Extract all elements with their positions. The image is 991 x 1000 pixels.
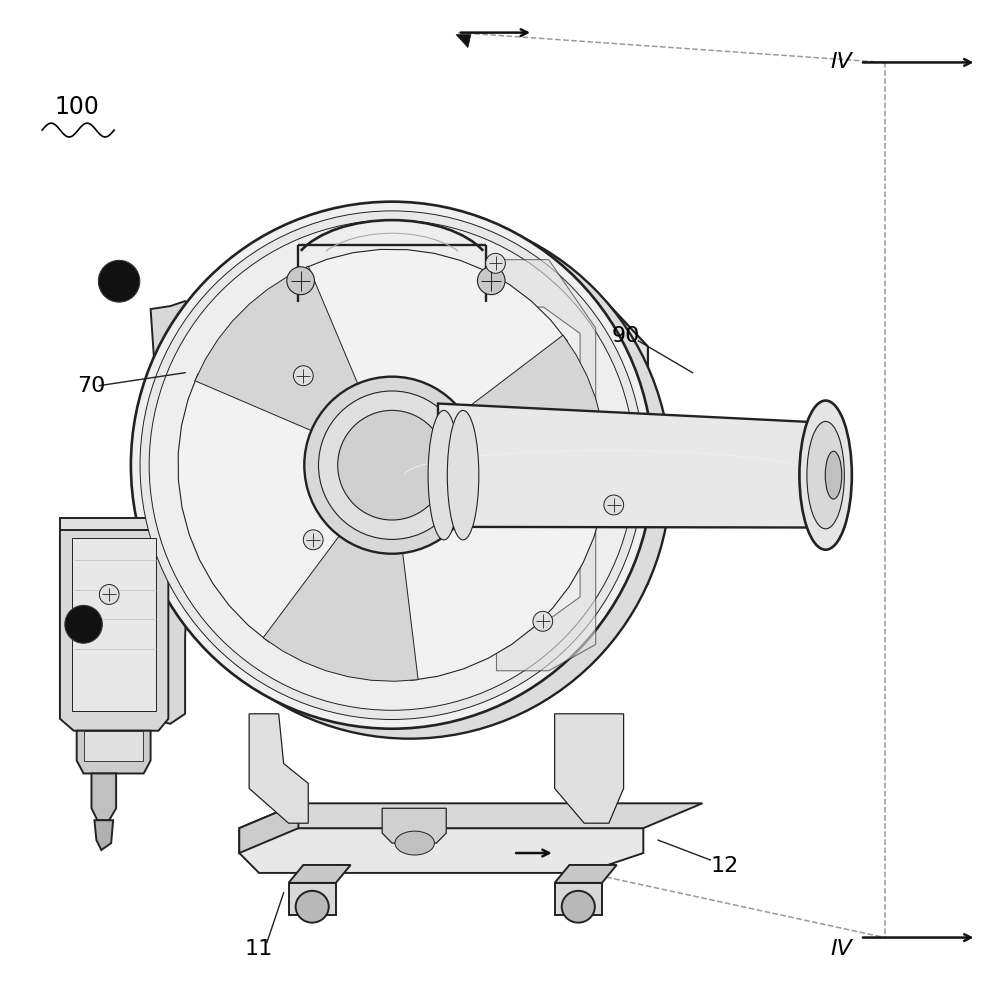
Circle shape <box>318 391 466 539</box>
Text: 11: 11 <box>244 939 273 959</box>
Circle shape <box>286 267 314 295</box>
Polygon shape <box>555 865 616 883</box>
Polygon shape <box>76 731 151 773</box>
Circle shape <box>140 211 644 719</box>
Ellipse shape <box>562 891 595 923</box>
Text: IV: IV <box>830 939 852 959</box>
Text: 90: 90 <box>611 326 640 346</box>
Polygon shape <box>496 260 596 671</box>
Polygon shape <box>456 35 471 48</box>
Polygon shape <box>249 714 308 823</box>
Ellipse shape <box>807 421 844 529</box>
Polygon shape <box>59 520 168 731</box>
Text: 100: 100 <box>55 95 99 119</box>
Polygon shape <box>239 828 643 873</box>
Circle shape <box>150 220 635 710</box>
Circle shape <box>293 366 313 386</box>
Text: IV: IV <box>830 52 852 72</box>
Ellipse shape <box>800 401 852 550</box>
Polygon shape <box>301 249 568 417</box>
Ellipse shape <box>395 831 434 855</box>
Circle shape <box>303 530 323 550</box>
Text: 70: 70 <box>76 376 105 396</box>
Circle shape <box>99 585 119 604</box>
Circle shape <box>478 267 505 295</box>
Ellipse shape <box>295 891 329 923</box>
Polygon shape <box>456 335 606 492</box>
Polygon shape <box>288 883 336 915</box>
Polygon shape <box>438 404 826 528</box>
Text: 12: 12 <box>711 856 738 876</box>
Polygon shape <box>239 803 298 853</box>
Polygon shape <box>94 820 113 850</box>
Polygon shape <box>195 266 361 434</box>
Ellipse shape <box>826 451 841 499</box>
Polygon shape <box>383 808 446 843</box>
Circle shape <box>98 260 140 302</box>
Polygon shape <box>264 529 418 681</box>
Polygon shape <box>239 803 703 828</box>
Circle shape <box>149 212 671 739</box>
Polygon shape <box>555 883 602 915</box>
Polygon shape <box>151 301 205 724</box>
Circle shape <box>533 611 553 631</box>
Polygon shape <box>71 538 156 711</box>
Circle shape <box>131 202 653 729</box>
Circle shape <box>604 495 623 515</box>
Circle shape <box>338 410 446 520</box>
Circle shape <box>304 377 480 554</box>
Polygon shape <box>522 275 648 655</box>
Polygon shape <box>399 473 606 680</box>
Polygon shape <box>555 714 623 823</box>
Polygon shape <box>59 518 168 530</box>
Ellipse shape <box>447 410 479 540</box>
Polygon shape <box>83 731 143 761</box>
Circle shape <box>486 253 505 273</box>
Polygon shape <box>91 773 116 820</box>
Polygon shape <box>178 374 344 642</box>
Polygon shape <box>288 865 351 883</box>
Circle shape <box>64 605 102 643</box>
Ellipse shape <box>428 410 460 540</box>
